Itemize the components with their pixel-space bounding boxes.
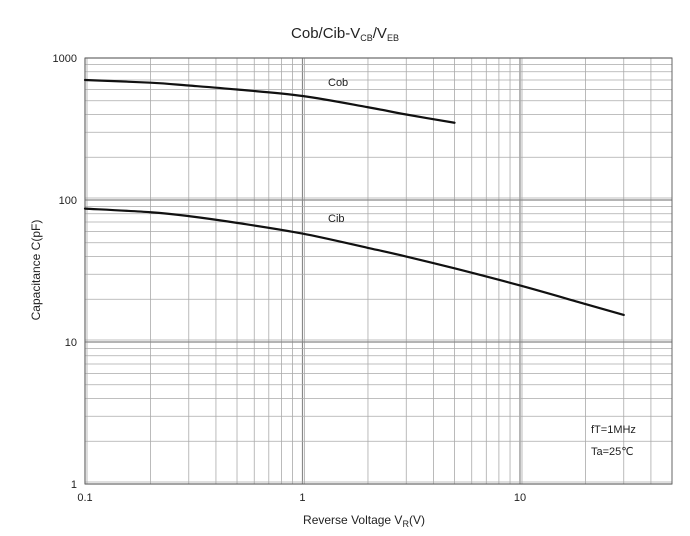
y-tick-label: 100	[59, 195, 77, 207]
y-tick-label: 1000	[53, 53, 77, 65]
series-line-cib	[83, 207, 625, 317]
chart-title: Cob/Cib-VCB/VEB	[291, 25, 399, 43]
grid	[84, 57, 673, 485]
x-tick-label: 0.1	[77, 492, 92, 504]
series-lines	[83, 78, 625, 317]
y-tick-label: 1	[71, 479, 77, 491]
y-tick-label: 10	[65, 337, 77, 349]
annotation-frequency: fT=1MHz	[591, 424, 636, 436]
series-label-cib: Cib	[328, 213, 345, 225]
x-tick-label: 10	[514, 492, 526, 504]
series-line-cob	[83, 78, 456, 124]
annotation-temperature: Ta=25℃	[591, 446, 634, 458]
y-axis-label: Capacitance C(pF)	[29, 220, 43, 321]
x-tick-label: 1	[299, 492, 305, 504]
series-label-cob: Cob	[328, 77, 348, 89]
x-axis-label: Reverse Voltage VR(V)	[303, 513, 425, 529]
plot-frame	[84, 57, 673, 485]
